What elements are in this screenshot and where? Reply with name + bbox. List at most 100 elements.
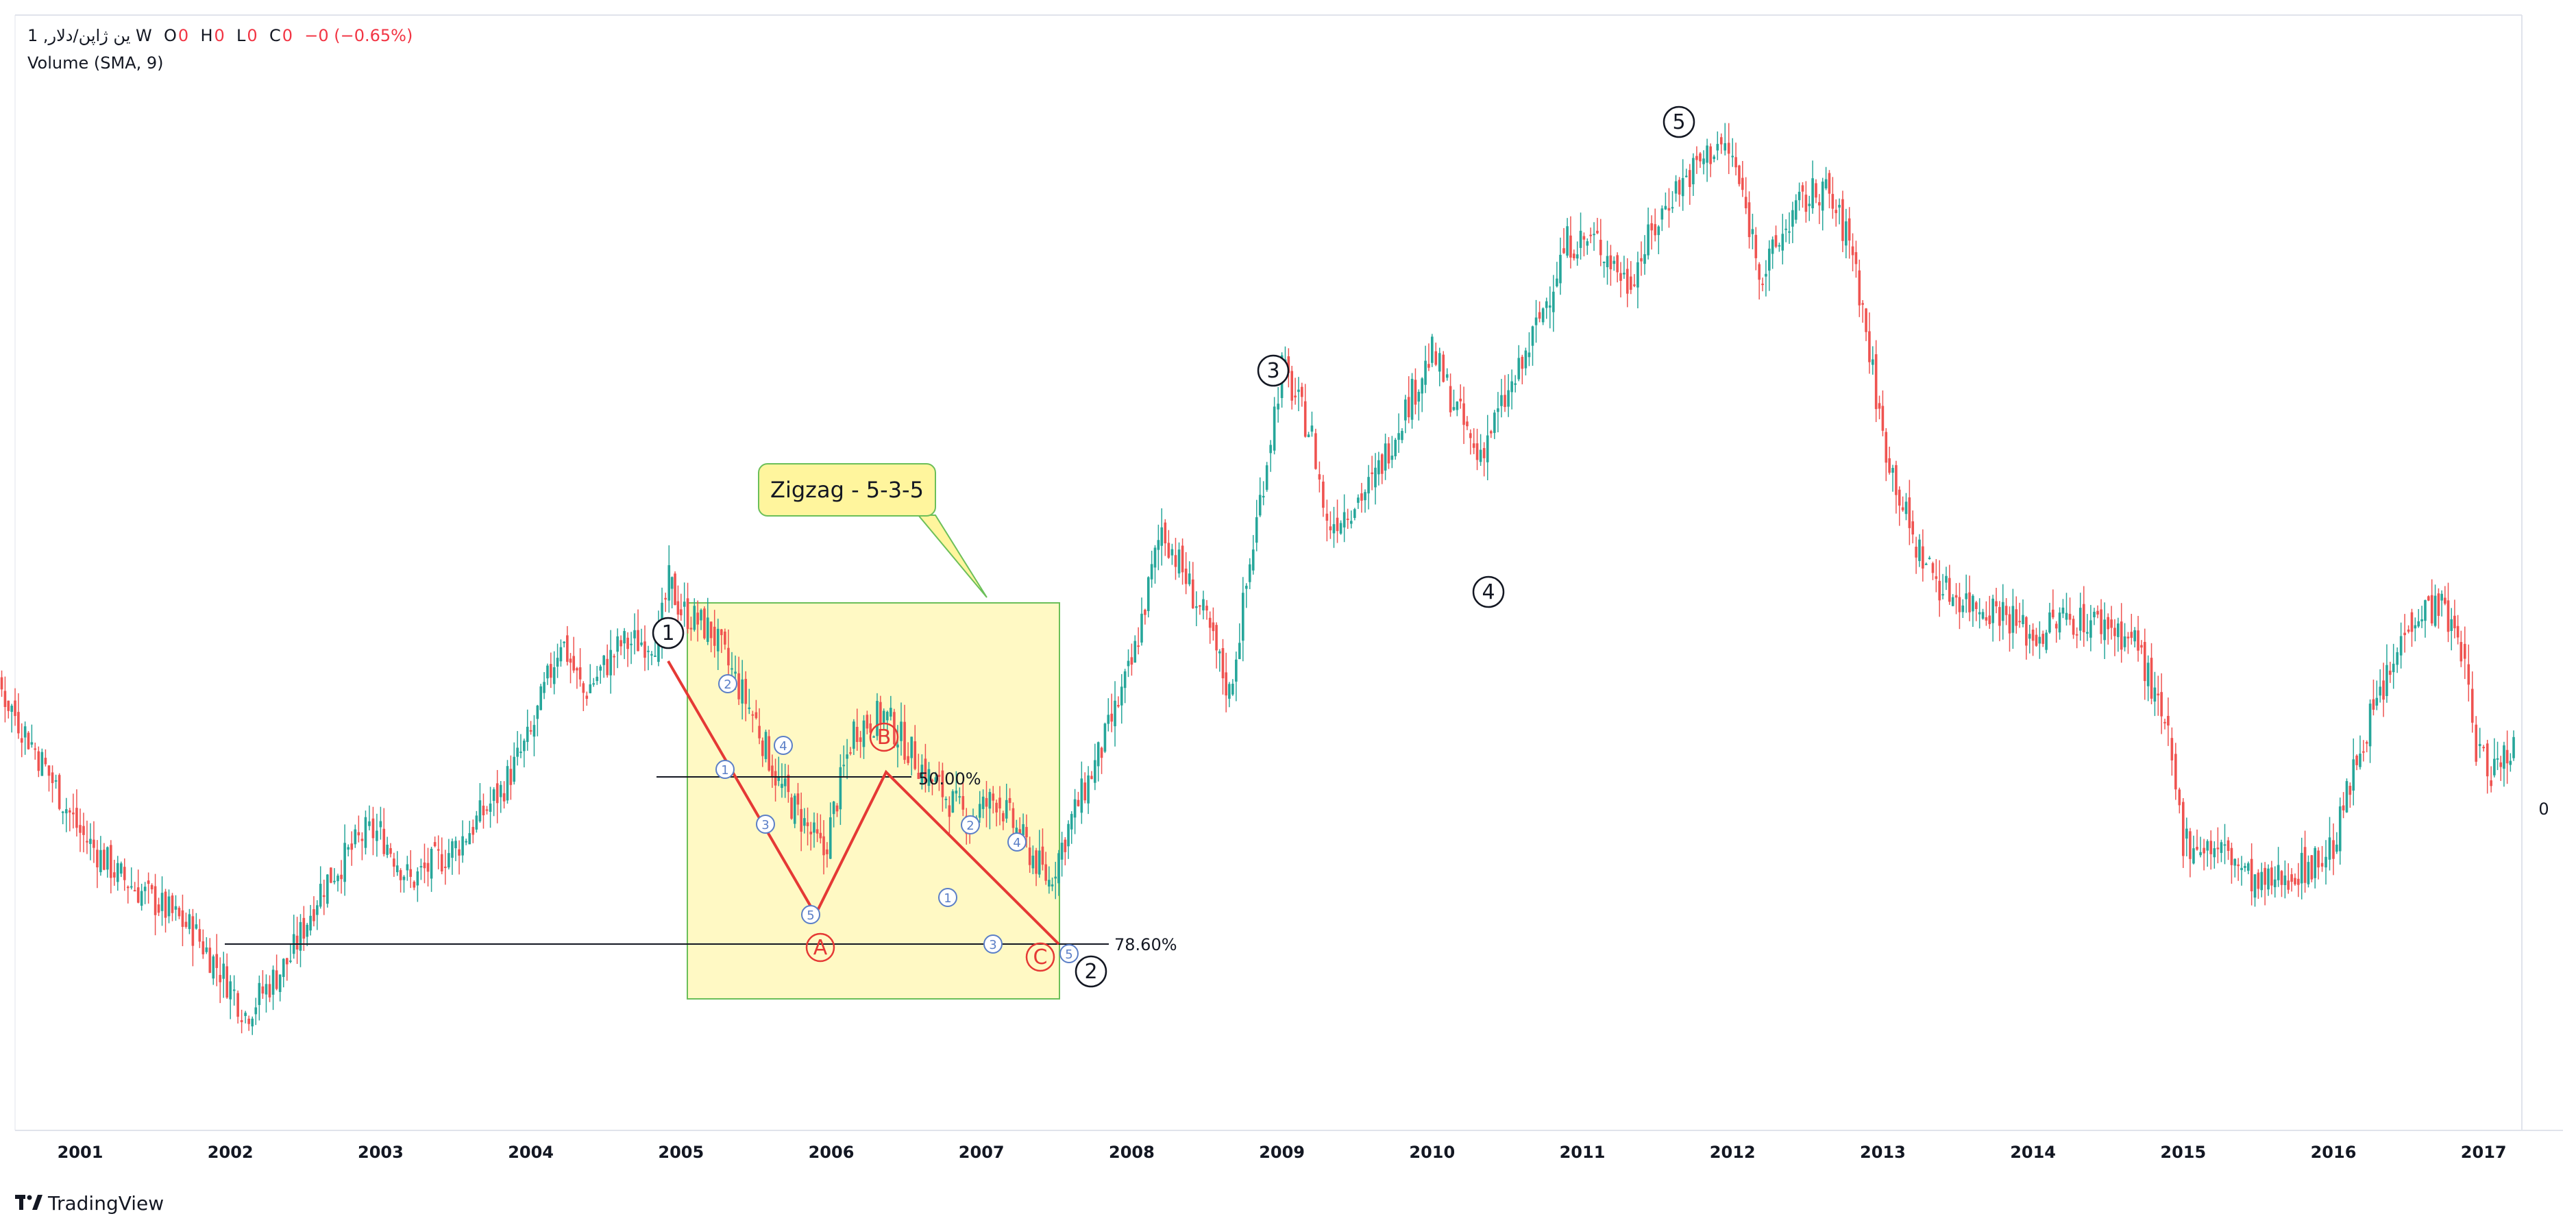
tradingview-brand[interactable]: TradingView [15,1192,164,1215]
candle-body [1114,700,1116,727]
candle-body [1005,800,1008,819]
candle-body [1070,814,1073,830]
candle-body [2264,867,2266,885]
candle-body [275,970,278,989]
candle-body [2437,593,2440,616]
time-axis[interactable]: 2001 2002 2003 2004 2005 2006 2007 2008 2009 2010… [58,1143,2507,1162]
candle-body [1636,262,1639,288]
symbol-legend[interactable]: 1 ,ین ژاپن/دلار W O0 H0 L0 C0 −0 (−0.65%… [27,26,414,45]
candle-body [79,825,82,833]
candle-body [1858,270,1861,306]
wave-label-1: 1 [652,617,685,649]
candle-body [822,836,825,856]
candle-body [1002,813,1005,821]
x-tick-label: 2008 [1109,1143,1155,1162]
candle-body [2133,630,2136,642]
volume-legend[interactable]: Volume (SMA, 9) [27,53,164,73]
candle-body [958,796,961,798]
candle-body [409,869,413,877]
candle-body [900,721,903,741]
candle-body [51,772,54,784]
candle-body [195,924,198,929]
candle-body [1616,255,1619,273]
candle-body [1073,799,1077,818]
candle-body [582,683,585,693]
candle-body [787,774,790,793]
candle-body [1215,625,1218,651]
zigzag-callout-label[interactable]: Zigzag - 5-3-5 [758,463,936,517]
candle-body [1612,260,1616,264]
candle-body [1569,235,1572,258]
candle-body [1353,509,1356,519]
candle-body [1915,547,1917,558]
minor-wave-a-4: 4 [774,736,793,755]
candle-body [2294,878,2296,884]
candle-body [1674,181,1678,194]
candle-body [2058,612,2061,633]
candle-body [1500,395,1503,406]
candle-body [2123,636,2126,647]
candle-body [1908,497,1911,528]
candle-body [1804,195,1808,212]
candle-body [998,797,1001,809]
candle-body [2482,747,2485,749]
candle-body [509,769,513,785]
candle-body [2460,642,2463,662]
candle-body [1456,401,1459,410]
candle-body [550,664,552,678]
candle-body [406,864,409,871]
candle-body [809,831,813,834]
candle-body [2280,871,2283,885]
candle-body [30,742,34,745]
candle-body [566,635,569,662]
x-tick-label: 2004 [508,1143,554,1162]
candle-body [1205,606,1208,611]
candle-body [2478,743,2481,747]
candle-body [1709,146,1712,164]
minor-wave-c-2: 2 [961,815,980,834]
symbol-name[interactable]: 1 ,ین ژاپن/دلار W [27,26,152,45]
candle-body [1346,519,1349,521]
candle-body [1469,433,1472,438]
candle-body [1716,144,1719,151]
candle-body [1841,199,1844,241]
candle-body [748,707,751,709]
candle-body [1582,236,1586,240]
candle-body [1364,492,1366,501]
candle-body [1242,593,1244,641]
candle-body [1489,431,1493,434]
candle-body [1177,549,1181,574]
candle-body [1981,612,1985,619]
candle-body [2303,847,2307,883]
candle-body [2233,858,2237,866]
candle-body [2213,848,2216,858]
high-value: 0 [214,26,225,45]
candle-body [1199,605,1201,607]
candle-body [2110,619,2113,628]
candle-body [910,736,913,758]
candle-body [1329,526,1332,531]
candle-body [1695,156,1698,160]
candle-body [219,975,222,982]
candle-body [236,993,239,1017]
zigzag-box[interactable] [687,602,1060,1000]
candle-body [2107,617,2109,630]
candle-body [2430,595,2433,623]
candle-body [559,647,563,662]
candle-body [1384,443,1387,471]
candle-body [1035,850,1038,874]
candle-body [278,974,282,992]
minor-wave-c-3: 3 [983,934,1003,954]
candle-body [1689,170,1691,187]
candle-body [948,805,951,817]
wave-label-a: A [805,932,835,963]
candle-body [160,893,164,911]
candle-body [1741,177,1744,190]
candle-body [1861,303,1864,305]
candle-body [1538,312,1541,319]
candle-body [1269,445,1272,454]
candle-body [1160,527,1164,546]
candle-body [2403,632,2406,636]
candle-body [995,802,998,813]
